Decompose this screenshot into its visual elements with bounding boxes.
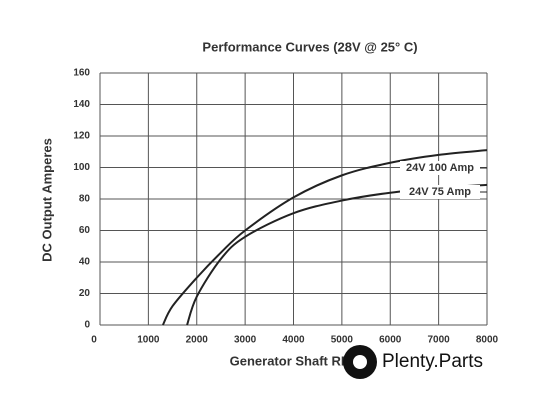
x-tick-label: 5000 bbox=[331, 335, 354, 346]
watermark-logo-core bbox=[353, 355, 367, 369]
x-tick-label: 6000 bbox=[379, 335, 402, 346]
y-tick-label: 40 bbox=[79, 257, 91, 268]
y-tick-label: 140 bbox=[73, 99, 90, 110]
x-tick-label: 7000 bbox=[428, 335, 451, 346]
line bbox=[186, 183, 488, 326]
chart-title: Performance Curves (28V @ 25° C) bbox=[202, 39, 417, 54]
x-tick-label: 2000 bbox=[186, 335, 209, 346]
y-tick-label: 160 bbox=[73, 68, 90, 79]
label-bg bbox=[400, 161, 480, 175]
x-axis-label: Generator Shaft RPM bbox=[230, 353, 361, 368]
y-tick-label: 0 bbox=[84, 320, 90, 331]
y-tick-label: 20 bbox=[79, 288, 91, 299]
series-label: 24V 75 Amp bbox=[409, 186, 471, 198]
x-tick-label: 3000 bbox=[234, 335, 257, 346]
x-tick-label: 4000 bbox=[282, 335, 305, 346]
x-tick-label: 1000 bbox=[137, 335, 160, 346]
series-label: 24V 100 Amp bbox=[406, 162, 474, 174]
label-bg bbox=[400, 185, 480, 199]
x-tick-label: 8000 bbox=[476, 335, 499, 346]
x-tick-label: 0 bbox=[91, 335, 97, 346]
line bbox=[161, 149, 488, 326]
watermark: Plenty.Parts bbox=[382, 351, 483, 372]
y-axis-label: DC Output Amperes bbox=[39, 138, 54, 262]
y-tick-label: 80 bbox=[79, 194, 91, 205]
y-tick-label: 60 bbox=[79, 225, 91, 236]
y-tick-label: 100 bbox=[73, 162, 90, 173]
y-tick-label: 120 bbox=[73, 131, 90, 142]
